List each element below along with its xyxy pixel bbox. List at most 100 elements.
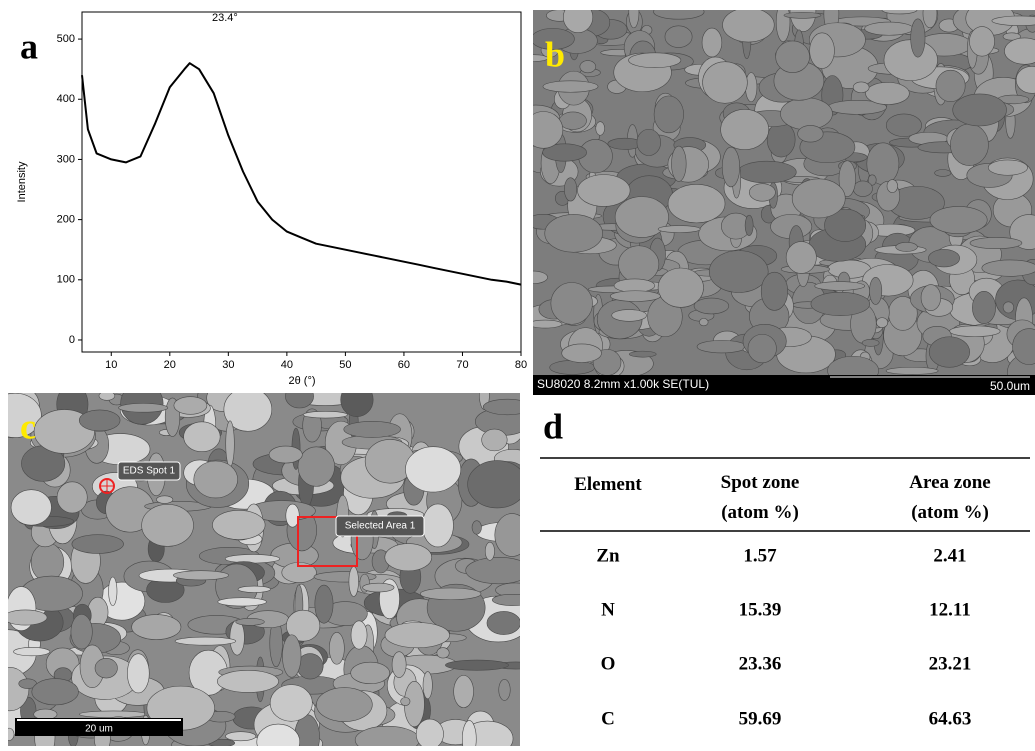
grain [545,214,603,252]
grain [519,55,548,62]
grain [564,178,576,201]
grain [749,184,775,202]
table-cell: Zn [596,545,620,566]
grain [930,206,987,233]
grain [615,197,668,238]
sem-scale: 20 um [85,724,113,735]
grain [862,339,879,346]
grain [929,337,970,368]
grain [269,446,302,463]
grain [175,637,236,645]
grain [884,40,938,81]
grain [483,399,531,415]
table-cell: 64.63 [929,708,972,729]
grain [218,598,267,606]
x-tick-label: 50 [339,359,351,371]
grain [776,2,790,41]
grain [935,170,951,177]
grain [416,719,443,746]
grain [524,112,563,149]
grain [761,272,788,310]
grain [71,614,92,649]
table-header: Area zone (atom %) [895,468,1005,528]
y-tick-label: 300 [57,153,75,165]
grain [392,652,406,678]
grain [1003,302,1014,313]
grain [671,146,686,181]
table-cell: 1.57 [743,545,777,566]
grain [119,403,168,412]
grain [865,22,914,35]
table-cell: 12.11 [929,599,971,620]
grain [953,94,1007,126]
grain [853,181,872,197]
grain [499,679,510,700]
grain [445,660,508,670]
panel-label: c [20,406,36,446]
grain [969,27,994,57]
grain [132,615,181,640]
grain [194,461,238,498]
grain [886,114,921,137]
grain [614,279,655,292]
grain [658,268,703,307]
grain [658,226,700,233]
grain [32,679,79,705]
grain [487,611,521,634]
grain [225,732,255,741]
y-tick-label: 100 [57,274,75,286]
grain [702,28,722,57]
grain [886,367,938,374]
grain [550,360,595,374]
grain [703,62,748,104]
grain [495,514,530,557]
grain [745,215,753,235]
grain [285,385,313,408]
grain [482,429,508,451]
grain [238,586,271,592]
grain [618,246,658,283]
grain [562,344,602,363]
y-tick-label: 400 [57,93,75,105]
grain [882,6,917,14]
grain [127,654,149,693]
grain [528,320,562,328]
grain [420,588,481,600]
peak-annotation: 23.4° [212,12,238,24]
grain [217,670,278,692]
grain [95,658,117,678]
grain [665,26,692,48]
grain [936,70,965,102]
grain [928,249,959,267]
grain [226,421,235,467]
xrd-line [82,63,521,284]
grain [236,618,265,625]
grain [4,610,48,625]
table-header-cell: Element [533,462,683,528]
grain [282,635,301,678]
grain [466,557,532,584]
grain [869,277,881,304]
grain [405,447,460,492]
grain [329,632,344,664]
grain [156,496,172,504]
table-cell: N [601,599,615,620]
grain [225,554,280,563]
grain [911,19,925,57]
grain [738,161,796,183]
grain [866,82,910,104]
grain [184,422,221,452]
grain [629,0,639,28]
grain [422,504,453,547]
grain [784,12,821,18]
grain [316,688,372,722]
area-label: Selected Area 1 [345,521,416,532]
grain [79,711,146,718]
grain [79,410,120,431]
grain [437,648,449,659]
grain [349,567,359,597]
grain [815,282,865,291]
grain [792,179,845,218]
y-tick-label: 0 [69,334,75,346]
grain [612,310,647,322]
